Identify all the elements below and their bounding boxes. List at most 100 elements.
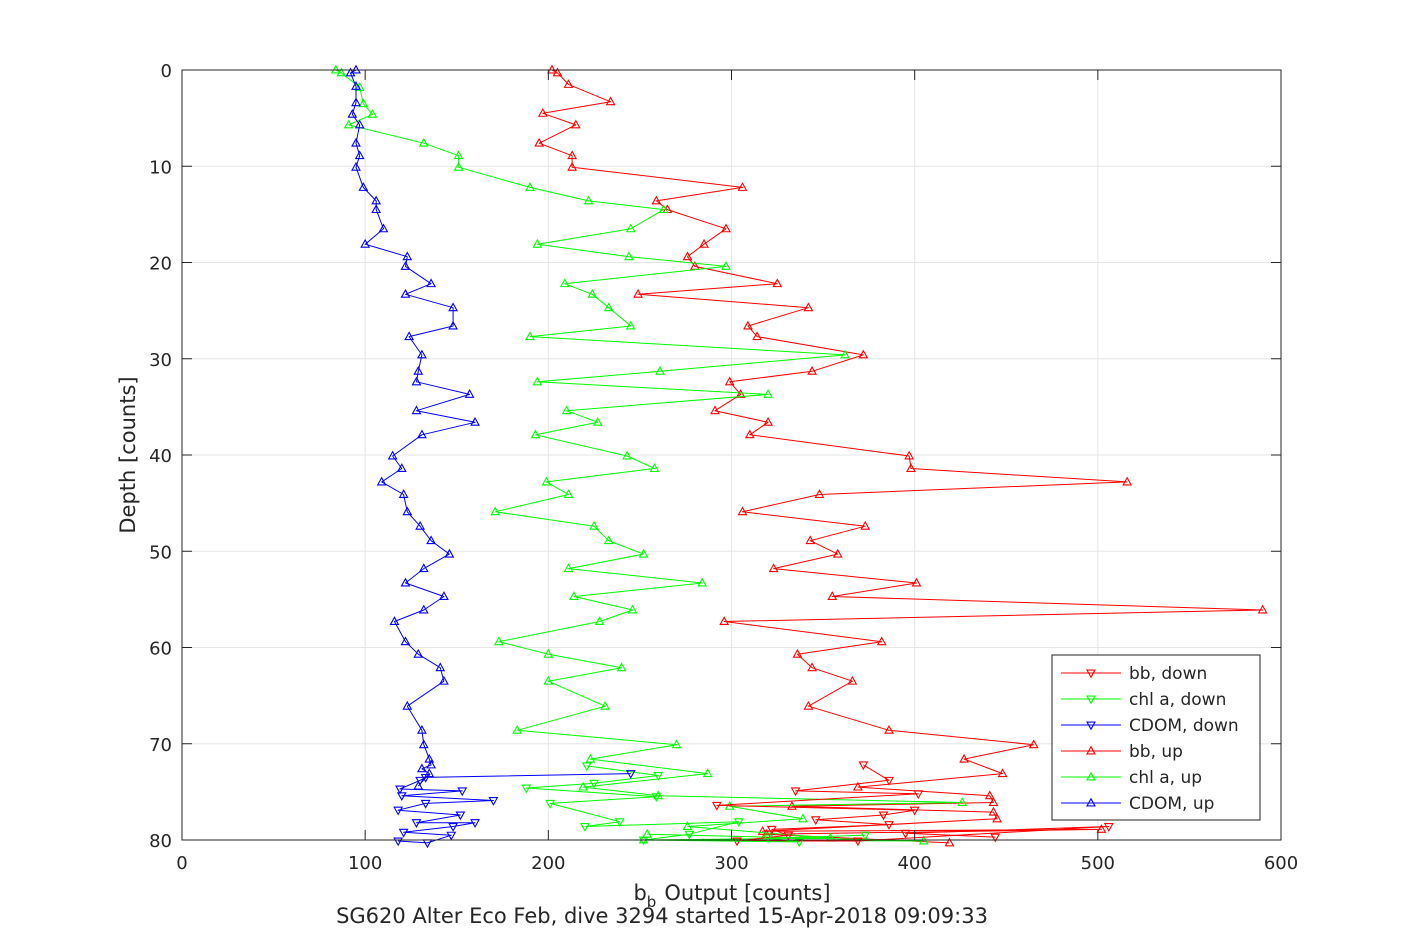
legend-entry-cdom-down: CDOM, down xyxy=(1061,716,1239,736)
data-point xyxy=(545,799,556,809)
data-point xyxy=(589,520,600,530)
data-point xyxy=(909,806,920,816)
data-point xyxy=(651,195,662,205)
data-point xyxy=(638,548,649,558)
data-point xyxy=(803,302,814,312)
data-point xyxy=(711,801,722,811)
data-point xyxy=(783,831,794,841)
data-point xyxy=(418,604,429,614)
data-point xyxy=(814,489,825,498)
data-point xyxy=(330,64,341,74)
x-tick-label: 200 xyxy=(531,853,565,874)
data-point xyxy=(904,450,915,460)
data-point xyxy=(684,830,695,840)
data-point xyxy=(567,150,578,160)
data-point xyxy=(455,811,466,821)
y-tick-label: 30 xyxy=(149,350,172,371)
series-bb-up xyxy=(534,64,1268,847)
data-point xyxy=(559,278,570,288)
data-point xyxy=(567,161,578,171)
series-line-chl-a-down xyxy=(525,765,866,843)
data-point xyxy=(807,365,818,375)
data-point xyxy=(393,806,404,816)
data-point xyxy=(351,97,361,107)
legend-marker xyxy=(1086,695,1096,705)
y-tick-label: 10 xyxy=(149,157,172,178)
data-point xyxy=(537,107,548,117)
data-point xyxy=(1103,823,1114,832)
data-point xyxy=(570,119,581,129)
data-point xyxy=(424,753,435,763)
data-point xyxy=(351,81,361,90)
data-point xyxy=(721,223,731,233)
data-point xyxy=(395,785,405,795)
data-point xyxy=(682,251,693,261)
data-point xyxy=(900,829,911,839)
data-point xyxy=(420,799,431,809)
data-point xyxy=(448,302,459,312)
data-point xyxy=(627,604,638,614)
data-point xyxy=(343,119,354,129)
data-point xyxy=(1028,739,1039,749)
data-point xyxy=(490,506,501,516)
data-point xyxy=(400,577,411,587)
data-point xyxy=(671,739,682,749)
data-point xyxy=(884,724,894,734)
data-point xyxy=(794,838,805,848)
x-axis-label-main: Output [counts] xyxy=(664,881,830,905)
data-point xyxy=(439,675,449,685)
data-point xyxy=(988,806,999,816)
legend-label: CDOM, up xyxy=(1129,794,1214,814)
series-layer xyxy=(330,64,1268,849)
data-point xyxy=(984,790,995,800)
data-point xyxy=(906,463,916,472)
data-point xyxy=(418,137,429,147)
data-point xyxy=(878,811,889,821)
data-point xyxy=(543,648,554,658)
data-point xyxy=(757,826,768,835)
data-point xyxy=(798,813,808,823)
data-point xyxy=(418,739,429,749)
data-point xyxy=(860,520,871,530)
data-point xyxy=(847,675,858,685)
x-axis-label-subscript: b xyxy=(647,893,657,911)
data-point xyxy=(347,108,358,118)
y-axis-label: Depth [counts] xyxy=(116,376,140,533)
data-point xyxy=(493,636,504,646)
data-point xyxy=(415,776,426,786)
series-bb-down xyxy=(711,761,1114,847)
y-tick-label: 40 xyxy=(149,446,172,467)
data-point xyxy=(768,563,779,573)
data-point xyxy=(417,763,427,773)
series-line-cdom-down xyxy=(397,773,631,844)
data-point xyxy=(724,376,735,386)
legend-marker xyxy=(1086,745,1096,755)
data-point xyxy=(552,67,563,77)
data-point xyxy=(413,780,424,790)
data-point xyxy=(402,506,413,516)
legend-label: CDOM, down xyxy=(1129,716,1239,736)
data-point xyxy=(561,405,572,415)
data-point xyxy=(389,616,400,626)
data-point xyxy=(600,700,611,710)
data-point xyxy=(446,831,457,841)
data-point xyxy=(358,98,369,108)
data-point xyxy=(733,818,744,828)
data-point xyxy=(884,776,894,786)
data-point xyxy=(913,790,924,800)
data-point xyxy=(992,813,1003,823)
y-tick-label: 50 xyxy=(149,542,172,563)
data-point xyxy=(418,563,429,573)
data-point xyxy=(426,759,437,769)
data-point xyxy=(530,429,541,439)
data-point xyxy=(439,591,449,600)
data-point xyxy=(354,150,365,160)
data-point xyxy=(488,797,499,806)
x-axis-label: bb Output [counts] xyxy=(633,881,830,911)
data-point xyxy=(737,506,748,516)
legend-entry-chl-a-up: chl a, up xyxy=(1061,768,1202,788)
data-point xyxy=(417,429,427,439)
data-point xyxy=(413,365,424,375)
data-point xyxy=(625,770,636,779)
data-point xyxy=(766,825,777,835)
